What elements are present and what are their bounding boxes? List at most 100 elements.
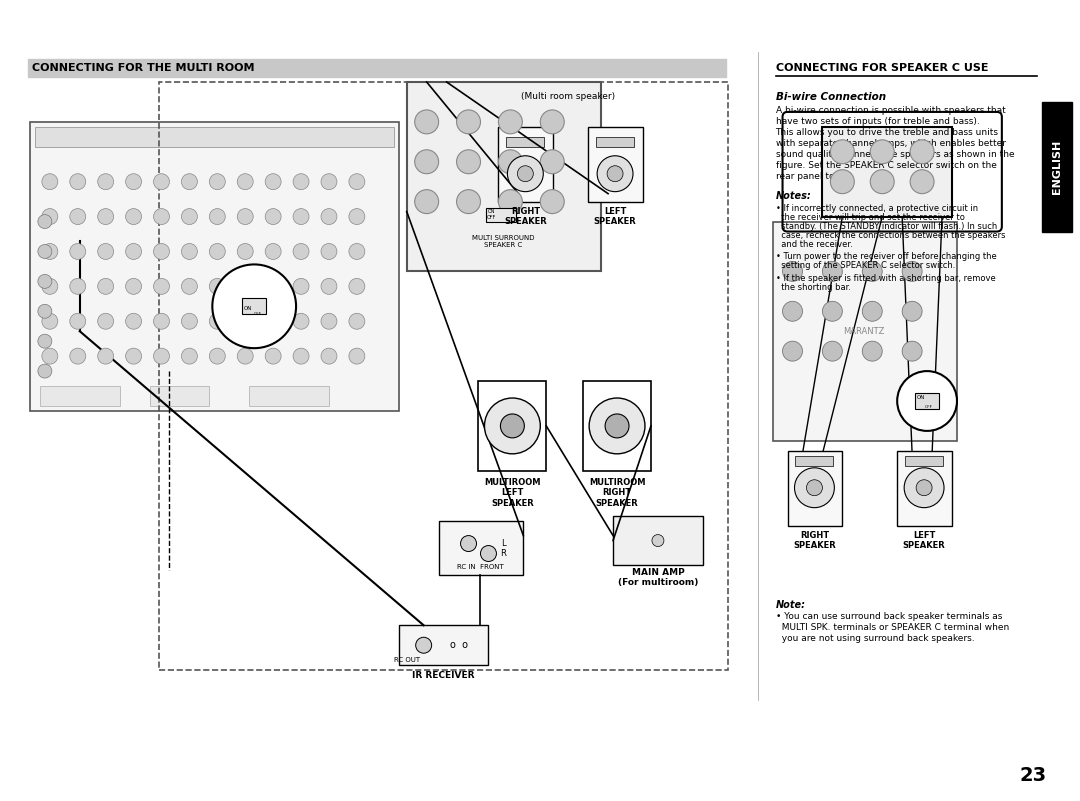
Circle shape <box>862 341 882 361</box>
Bar <box>399 626 488 665</box>
Bar <box>583 381 651 471</box>
Circle shape <box>125 279 141 294</box>
Circle shape <box>153 208 170 224</box>
Circle shape <box>321 348 337 364</box>
Circle shape <box>605 414 629 438</box>
Circle shape <box>540 190 564 214</box>
Circle shape <box>210 313 226 329</box>
Circle shape <box>415 110 438 134</box>
Text: you are not using surround back speakers.: you are not using surround back speakers… <box>775 634 977 643</box>
Text: (Multi room speaker): (Multi room speaker) <box>522 92 616 102</box>
Text: figure. Set the SPEAKER C selector switch on the: figure. Set the SPEAKER C selector switc… <box>775 161 997 170</box>
Text: RC OUT: RC OUT <box>393 657 420 663</box>
Circle shape <box>42 208 58 224</box>
Text: case, recheck the connections between the speakers: case, recheck the connections between th… <box>775 231 1008 239</box>
Circle shape <box>238 208 253 224</box>
Circle shape <box>38 334 52 348</box>
Text: RIGHT
SPEAKER: RIGHT SPEAKER <box>793 531 836 550</box>
Bar <box>822 127 951 216</box>
Circle shape <box>70 208 85 224</box>
Circle shape <box>349 174 365 190</box>
Circle shape <box>293 348 309 364</box>
Text: • You can use surround back speaker terminals as: • You can use surround back speaker term… <box>775 612 1004 622</box>
Text: standby. (The STANDBY indicator will flash.) In such: standby. (The STANDBY indicator will fla… <box>775 222 999 231</box>
Bar <box>438 521 524 575</box>
Circle shape <box>181 348 198 364</box>
Bar <box>160 82 728 670</box>
Text: MULTI SURROUND
SPEAKER C: MULTI SURROUND SPEAKER C <box>472 235 535 248</box>
Circle shape <box>349 348 365 364</box>
Circle shape <box>508 155 543 191</box>
Text: LEFT
SPEAKER: LEFT SPEAKER <box>594 207 636 226</box>
Text: CONNECTING FOR THE MULTI ROOM: CONNECTING FOR THE MULTI ROOM <box>32 63 255 73</box>
Text: Note:: Note: <box>775 601 806 610</box>
Circle shape <box>783 261 802 281</box>
Circle shape <box>210 244 226 260</box>
Circle shape <box>97 348 113 364</box>
Bar <box>486 207 516 222</box>
Circle shape <box>97 174 113 190</box>
Bar <box>897 451 951 525</box>
Text: o  o: o o <box>449 640 468 650</box>
Circle shape <box>902 261 922 281</box>
Circle shape <box>153 279 170 294</box>
Text: the shorting bar.: the shorting bar. <box>775 284 853 292</box>
Text: ON
OFF: ON OFF <box>487 209 496 220</box>
Circle shape <box>902 301 922 321</box>
Circle shape <box>238 244 253 260</box>
Circle shape <box>321 279 337 294</box>
Bar <box>787 451 842 525</box>
Circle shape <box>97 279 113 294</box>
Circle shape <box>266 244 281 260</box>
Circle shape <box>597 155 633 191</box>
Text: RIGHT
SPEAKER: RIGHT SPEAKER <box>504 207 546 226</box>
Circle shape <box>607 166 623 182</box>
Text: MULTIROOM
RIGHT
SPEAKER: MULTIROOM RIGHT SPEAKER <box>589 478 646 508</box>
Text: MULTIROOM
LEFT
SPEAKER: MULTIROOM LEFT SPEAKER <box>484 478 541 508</box>
Circle shape <box>181 208 198 224</box>
Text: have two sets of inputs (for treble and bass).: have two sets of inputs (for treble and … <box>775 117 980 126</box>
Circle shape <box>870 170 894 194</box>
Circle shape <box>70 279 85 294</box>
Text: with separate channel amps, which enables better: with separate channel amps, which enable… <box>775 139 1005 148</box>
Circle shape <box>238 279 253 294</box>
Circle shape <box>181 279 198 294</box>
Circle shape <box>266 279 281 294</box>
Text: • If incorrectly connected, a protective circuit in: • If incorrectly connected, a protective… <box>775 203 981 212</box>
Bar <box>407 82 602 272</box>
Circle shape <box>485 398 540 454</box>
Bar <box>28 59 726 77</box>
Circle shape <box>457 190 481 214</box>
Circle shape <box>321 174 337 190</box>
Circle shape <box>822 261 842 281</box>
Circle shape <box>822 301 842 321</box>
Circle shape <box>415 190 438 214</box>
Circle shape <box>181 244 198 260</box>
Circle shape <box>795 468 835 508</box>
Text: RC IN  FRONT: RC IN FRONT <box>457 565 504 570</box>
Circle shape <box>460 536 476 552</box>
Circle shape <box>540 150 564 174</box>
Circle shape <box>499 110 523 134</box>
Text: L: L <box>501 539 505 548</box>
Text: ENGLISH: ENGLISH <box>1052 139 1062 194</box>
Circle shape <box>862 261 882 281</box>
Circle shape <box>499 150 523 174</box>
Text: • If the speaker is fitted with a shorting bar, remove: • If the speaker is fitted with a shorti… <box>775 275 998 284</box>
Text: LEFT
SPEAKER: LEFT SPEAKER <box>903 531 945 550</box>
Text: Notes:: Notes: <box>775 191 811 201</box>
Circle shape <box>70 244 85 260</box>
Circle shape <box>266 174 281 190</box>
Bar <box>772 59 1037 77</box>
Circle shape <box>910 170 934 194</box>
Circle shape <box>870 140 894 163</box>
Circle shape <box>862 301 882 321</box>
Text: This allows you to drive the treble and bass units: This allows you to drive the treble and … <box>775 128 999 137</box>
Circle shape <box>321 244 337 260</box>
Circle shape <box>38 215 52 228</box>
Circle shape <box>831 140 854 163</box>
Circle shape <box>266 208 281 224</box>
Text: MAIN AMP
(For multiroom): MAIN AMP (For multiroom) <box>618 568 698 587</box>
Circle shape <box>97 313 113 329</box>
Circle shape <box>321 208 337 224</box>
